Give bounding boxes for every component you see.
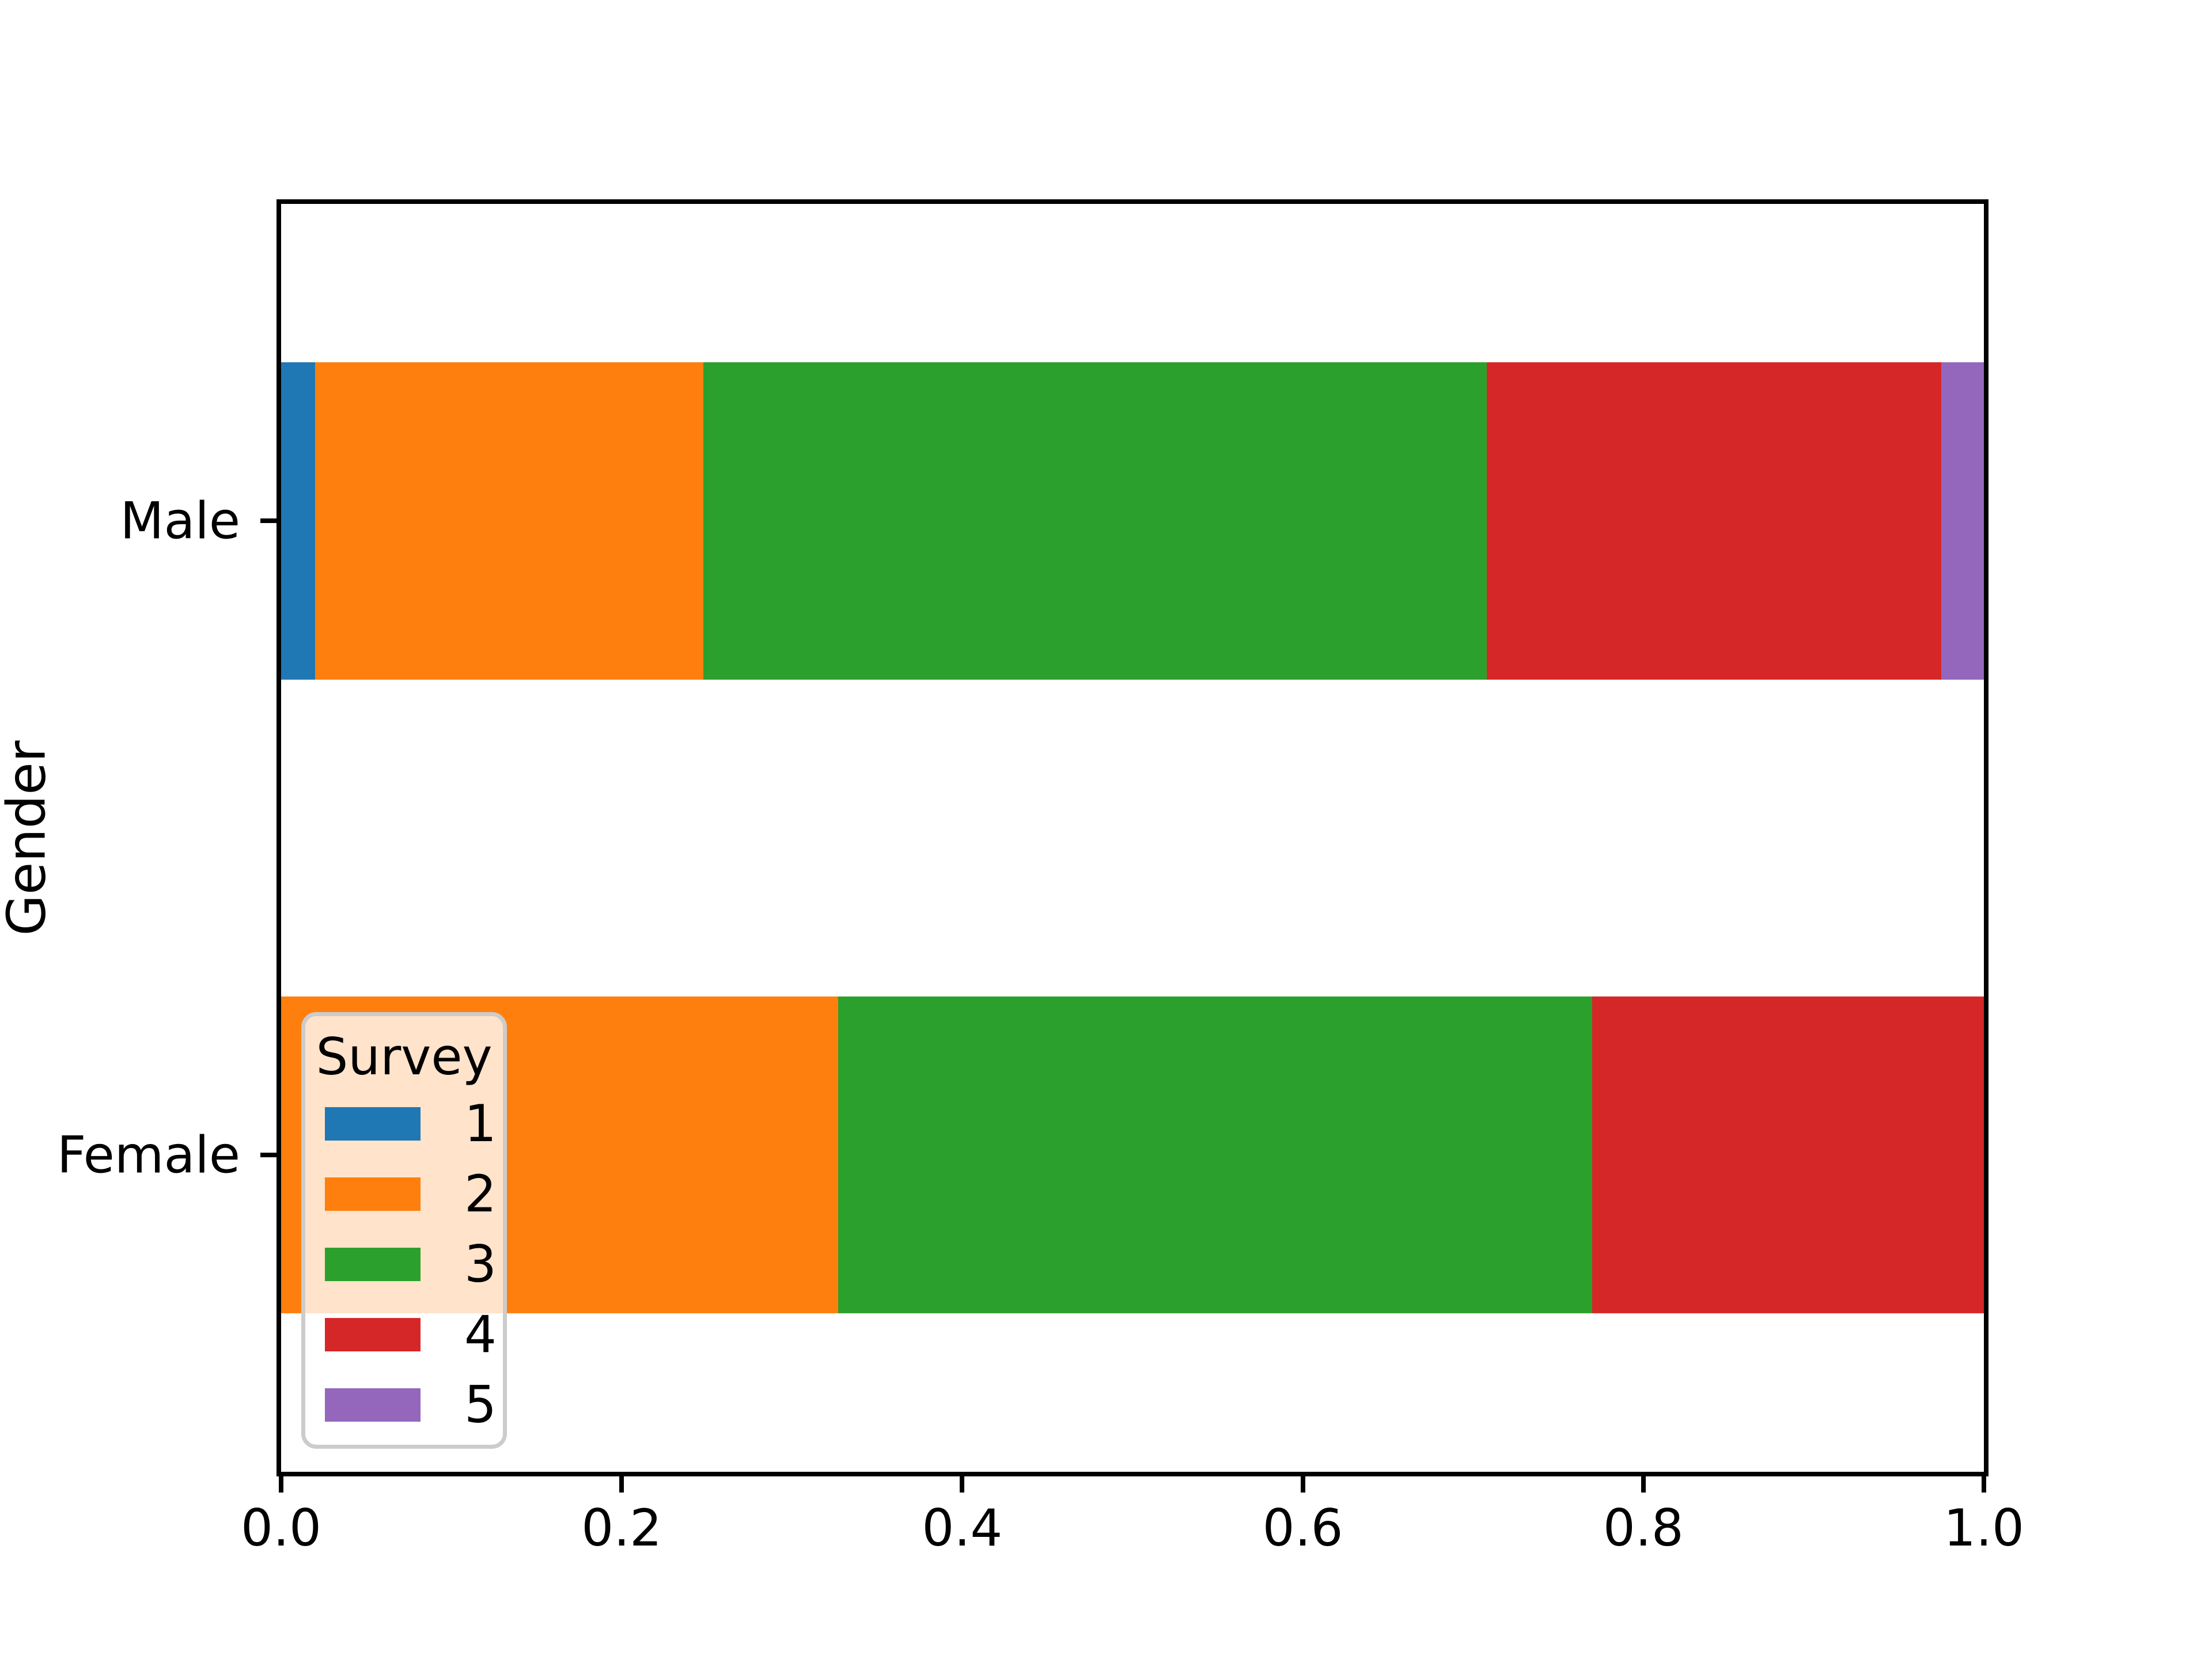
legend-label: 3: [464, 1234, 497, 1294]
bars-layer: [281, 204, 1984, 1472]
y-tick-label-male: Male: [120, 491, 240, 551]
x-tick-mark: [619, 1476, 624, 1493]
legend-entry-2: 2: [305, 1159, 503, 1229]
y-tick-mark: [260, 1152, 276, 1157]
bar-male: [281, 362, 1984, 680]
legend-swatch-icon: [325, 1318, 421, 1351]
legend-label: 2: [464, 1164, 497, 1224]
bar-segment-male-4: [1486, 362, 1942, 680]
bar-female: [281, 996, 1984, 1313]
legend-swatch-icon: [325, 1177, 421, 1211]
x-tick-mark: [1300, 1476, 1305, 1493]
legend-swatch-icon: [325, 1388, 421, 1422]
bar-segment-male-3: [703, 362, 1487, 680]
legend-title: Survey: [316, 1027, 493, 1086]
legend-swatch-icon: [325, 1248, 421, 1281]
legend-entry-5: 5: [305, 1370, 503, 1440]
legend-entries: 1 2 3 4 5: [305, 1089, 503, 1440]
plot-area: [276, 199, 1988, 1476]
bar-segment-male-2: [315, 362, 704, 680]
bar-segment-male-5: [1941, 362, 1984, 680]
x-tick-mark: [1982, 1476, 1986, 1493]
legend-label: 1: [464, 1094, 497, 1153]
legend-label: 4: [464, 1305, 497, 1364]
x-tick-label: 0.8: [1603, 1498, 1684, 1558]
legend-entry-4: 4: [305, 1300, 503, 1370]
legend: Survey 1 2 3 4 5: [301, 1012, 507, 1449]
x-tick-label: 0.6: [1262, 1498, 1343, 1558]
bar-segment-female-3: [838, 996, 1593, 1313]
x-tick-label: 1.0: [1944, 1498, 2024, 1558]
y-axis-label: Gender: [0, 740, 58, 936]
legend-swatch-icon: [325, 1107, 421, 1141]
x-tick-label: 0.0: [241, 1498, 321, 1558]
x-tick-label: 0.2: [581, 1498, 662, 1558]
y-tick-mark: [260, 518, 276, 524]
legend-entry-3: 3: [305, 1229, 503, 1300]
x-tick-mark: [279, 1476, 283, 1493]
y-tick-label-female: Female: [56, 1125, 240, 1185]
legend-label: 5: [464, 1375, 497, 1434]
x-tick-label: 0.4: [922, 1498, 1003, 1558]
x-tick-mark: [1641, 1476, 1646, 1493]
x-tick-mark: [960, 1476, 965, 1493]
legend-entry-1: 1: [305, 1089, 503, 1159]
bar-segment-female-4: [1592, 996, 1984, 1313]
bar-segment-male-1: [281, 362, 316, 680]
